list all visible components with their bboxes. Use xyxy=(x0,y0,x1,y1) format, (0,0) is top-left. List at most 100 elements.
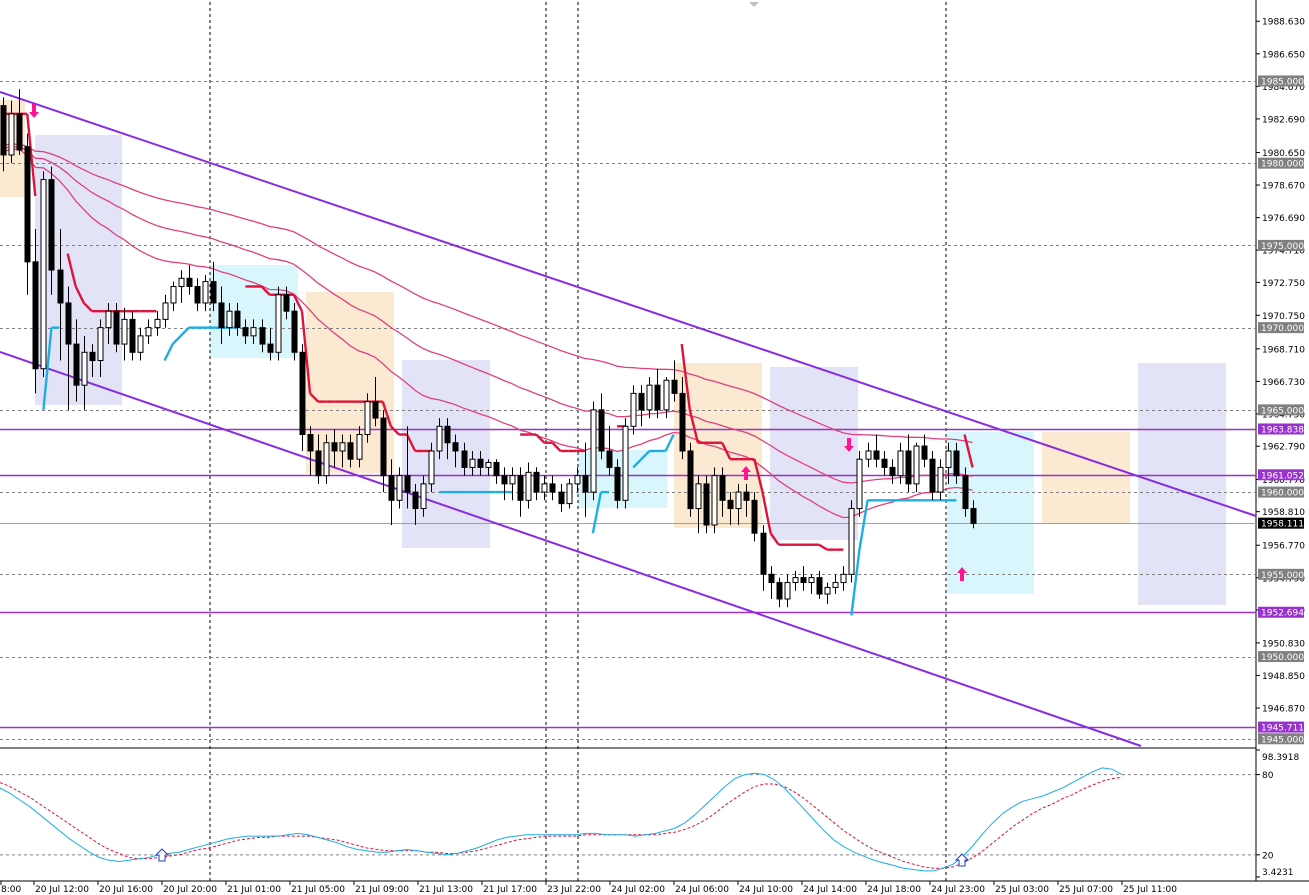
candle xyxy=(40,171,47,377)
trailing-stop-down xyxy=(535,433,546,444)
candle-body-bull xyxy=(469,458,476,468)
candle-body-bull xyxy=(396,475,403,501)
candle-body-bear xyxy=(89,351,96,362)
candle xyxy=(0,97,7,172)
candle-body-bear xyxy=(719,475,726,501)
moving-averages xyxy=(2,112,974,616)
price-level-badge xyxy=(1258,157,1304,169)
time-tick-label: 21 Jul 13:00 xyxy=(419,885,473,895)
candle xyxy=(347,434,354,468)
candle xyxy=(331,429,338,468)
candle xyxy=(32,228,39,394)
time-tick-label: 24 Jul 18:00 xyxy=(867,885,921,895)
candle-body-bear xyxy=(517,475,524,501)
candle xyxy=(541,475,548,501)
scroll-marker-icon xyxy=(749,2,759,7)
sell-arrow-icon xyxy=(29,104,39,118)
candle-body-bull xyxy=(695,483,702,510)
candle-body-bull xyxy=(848,508,855,575)
trailing-stop-up xyxy=(858,500,869,550)
trailing-stop-down xyxy=(260,285,271,296)
trailing-stop-down xyxy=(300,311,312,394)
candle-body-bull xyxy=(137,335,144,353)
candle-body-bull xyxy=(162,302,169,320)
candle xyxy=(372,376,379,427)
candle xyxy=(897,442,904,484)
candle-body-bear xyxy=(889,466,896,477)
candle-body-bear xyxy=(259,327,266,345)
channel-upper-line xyxy=(0,91,1257,517)
candle-body-bear xyxy=(380,417,387,477)
candle xyxy=(727,492,734,525)
candle-body-bull xyxy=(154,318,161,329)
candle xyxy=(929,450,936,501)
candle xyxy=(590,401,597,501)
candle xyxy=(452,434,459,468)
candle-body-bull xyxy=(856,458,863,510)
trailing-stop-down xyxy=(688,409,700,444)
candle-body-bull xyxy=(646,384,653,411)
candle xyxy=(654,368,661,419)
grid-lines xyxy=(209,2,947,881)
candle xyxy=(250,319,257,345)
candle-body-bull xyxy=(711,475,718,526)
oscillator-axis: 98.3918 80 20 3.4231 xyxy=(1256,749,1299,878)
candle xyxy=(525,462,532,509)
trailing-stop-down xyxy=(26,113,37,197)
candle xyxy=(889,459,896,484)
candle xyxy=(630,385,637,435)
price-tick-label: 1946.870 xyxy=(1262,705,1305,715)
stochastic-oscillator xyxy=(0,767,1256,872)
price-tick-label: 1986.650 xyxy=(1262,50,1305,60)
candle xyxy=(970,500,977,529)
candle-body-bear xyxy=(549,483,556,493)
price-tick-label: 1958.810 xyxy=(1262,508,1305,518)
candle-body-bear xyxy=(598,409,605,452)
trailing-stop-down xyxy=(381,401,392,427)
price-tick-label: 1972.750 xyxy=(1262,279,1305,289)
candle xyxy=(582,442,589,517)
candle xyxy=(485,459,492,476)
time-tick-label: 24 Jul 23:00 xyxy=(931,885,985,895)
candle-body-bear xyxy=(283,294,290,312)
price-tick-label: 1960.770 xyxy=(1262,476,1305,486)
candle-body-bull xyxy=(420,483,427,510)
candle xyxy=(315,434,322,484)
trend-channel xyxy=(0,91,1257,747)
trailing-stop-down xyxy=(292,294,304,312)
candle xyxy=(162,294,169,328)
candle-body-bull xyxy=(663,379,670,411)
candle xyxy=(816,571,823,599)
candle-body-bull xyxy=(784,582,791,600)
osc-tick-label: 20 xyxy=(1262,851,1274,861)
candle-body-bear xyxy=(129,318,136,353)
candle xyxy=(735,483,742,525)
candle-body-bear xyxy=(614,466,621,501)
trailing-stop-down xyxy=(74,285,85,304)
candle-body-bull xyxy=(566,483,573,505)
time-tick-label: 20 Jul 16:00 xyxy=(99,885,153,895)
candle-body-bear xyxy=(299,351,306,436)
candle-body-bull xyxy=(824,586,831,595)
channel-lower-line xyxy=(0,351,1142,747)
candle-body-bull xyxy=(630,392,637,427)
price-tick-label: 1962.790 xyxy=(1262,443,1305,453)
candle-body-bear xyxy=(962,475,969,510)
price-tick-label: 1948.850 xyxy=(1262,672,1305,682)
buy-arrow-icon xyxy=(957,567,967,581)
candle-body-bear xyxy=(970,508,977,524)
candle-body-bear xyxy=(48,179,55,271)
candle-body-bear xyxy=(654,384,661,411)
time-tick-label: 25 Jul 07:00 xyxy=(1059,885,1113,895)
time-tick-label: 21 Jul 05:00 xyxy=(291,885,345,895)
candle xyxy=(234,302,241,336)
candle-body-bear xyxy=(315,450,322,477)
candle-body-bull xyxy=(323,442,330,477)
price-level-badge xyxy=(1258,469,1304,481)
osc-up-arrow-icon xyxy=(154,848,170,862)
candle-body-bull xyxy=(339,442,346,452)
trailing-stop-down xyxy=(818,543,828,551)
candle-body-bull xyxy=(897,450,904,477)
candle xyxy=(469,450,476,476)
